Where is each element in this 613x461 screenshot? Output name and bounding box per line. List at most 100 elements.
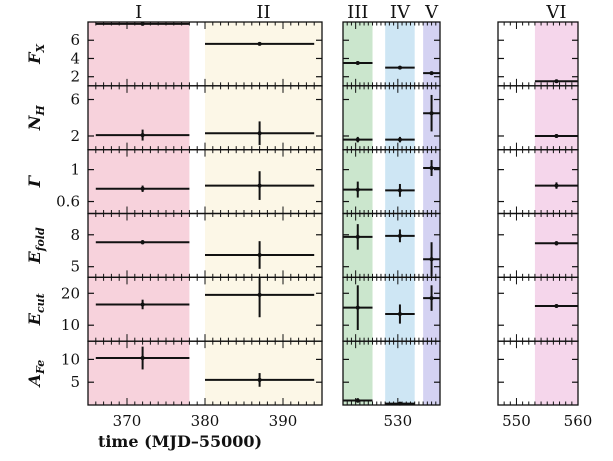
point-marker: [554, 79, 559, 84]
interval-label: III: [347, 2, 368, 23]
data-point: [95, 21, 190, 26]
x-tick-label: 560: [564, 412, 593, 430]
point-marker: [140, 240, 145, 245]
y-axis-subscript: fold: [34, 227, 47, 252]
y-tick-label: 6: [70, 91, 80, 109]
data-point: [423, 242, 440, 277]
data-point: [534, 304, 578, 309]
point-marker: [257, 183, 262, 188]
point-marker: [140, 302, 145, 307]
point-marker: [355, 398, 360, 403]
data-point: [385, 183, 415, 197]
data-point: [385, 65, 415, 70]
data-point: [205, 373, 315, 387]
y-axis-symbol: A: [25, 374, 44, 388]
point-marker: [554, 133, 559, 138]
data-point: [205, 277, 315, 318]
y-tick-label: 20: [61, 284, 80, 302]
point-marker: [429, 111, 434, 116]
data-point: [95, 299, 190, 310]
point-marker: [140, 186, 145, 191]
point-marker: [554, 241, 559, 246]
data-point: [343, 398, 373, 403]
y-axis-symbol: E: [25, 312, 44, 326]
y-tick-label: 1: [70, 161, 80, 179]
y-tick-label: 5: [70, 258, 80, 276]
y-axis-subscript: Fe: [34, 360, 47, 375]
y-tick-label: 8: [70, 226, 80, 244]
panel-frames: [87, 21, 579, 406]
y-axis-label: Efold: [25, 227, 47, 264]
interval-label: VI: [545, 2, 566, 23]
point-marker: [355, 137, 360, 142]
point-marker: [429, 257, 434, 262]
data-point: [95, 240, 190, 245]
y-axis-subscript: cut: [34, 293, 47, 313]
data-point: [205, 121, 315, 146]
y-axis-label: FX: [25, 44, 47, 65]
point-marker: [257, 131, 262, 136]
x-tick-label: 550: [502, 412, 531, 430]
x-axis-label: time (MJD–55000): [98, 432, 262, 451]
data-point: [343, 61, 373, 66]
x-tick-label: 390: [269, 412, 298, 430]
data-point: [534, 182, 578, 189]
y-tick-label: 0.6: [56, 193, 80, 211]
data-point: [423, 71, 440, 76]
interval-label: I: [135, 2, 142, 23]
data-point: [205, 171, 315, 200]
point-marker: [257, 252, 262, 257]
y-tick-label: 10: [61, 350, 80, 368]
x-tick-label: 370: [113, 412, 142, 430]
y-tick-label: 2: [70, 68, 80, 86]
y-axis-symbol: N: [25, 114, 44, 131]
point-marker: [429, 71, 434, 76]
point-marker: [397, 188, 402, 193]
y-tick-label: 6: [70, 31, 80, 49]
data-point: [385, 304, 415, 324]
data-point: [343, 181, 373, 198]
point-marker: [397, 233, 402, 238]
data-point: [423, 94, 440, 132]
y-axis-symbol: Γ: [25, 174, 44, 188]
data-point: [343, 224, 373, 250]
point-marker: [355, 305, 360, 310]
data-point: [534, 79, 578, 84]
point-marker: [140, 356, 145, 361]
data-points: [95, 21, 578, 406]
y-axis-subscript: X: [34, 44, 47, 54]
y-axis-label: Ecut: [25, 293, 47, 326]
data-point: [95, 346, 190, 370]
point-marker: [397, 137, 402, 142]
data-point: [343, 285, 373, 330]
data-point: [95, 185, 190, 192]
y-axis-label: AFe: [25, 360, 47, 389]
point-marker: [257, 41, 262, 46]
y-tick-label: 4: [70, 49, 80, 67]
point-marker: [140, 133, 145, 138]
data-point: [534, 133, 578, 138]
data-point: [343, 136, 373, 143]
y-axis-symbol: E: [25, 250, 44, 264]
y-tick-label: 5: [70, 373, 80, 391]
data-point: [205, 241, 315, 269]
data-point: [385, 136, 415, 143]
panel-frame: [497, 340, 579, 406]
point-marker: [355, 61, 360, 66]
point-marker: [429, 296, 434, 301]
point-marker: [429, 166, 434, 171]
data-point: [385, 401, 415, 406]
point-marker: [257, 377, 262, 382]
interval-label: V: [424, 2, 439, 23]
point-marker: [140, 21, 145, 26]
y-axis-symbol: F: [25, 51, 44, 65]
y-axis-label: Γ: [25, 174, 44, 188]
panel-frame: [342, 340, 441, 406]
data-point: [205, 41, 315, 46]
point-marker: [397, 401, 402, 406]
data-point: [95, 129, 190, 141]
point-marker: [355, 234, 360, 239]
data-point: [423, 160, 440, 176]
data-point: [534, 241, 578, 246]
